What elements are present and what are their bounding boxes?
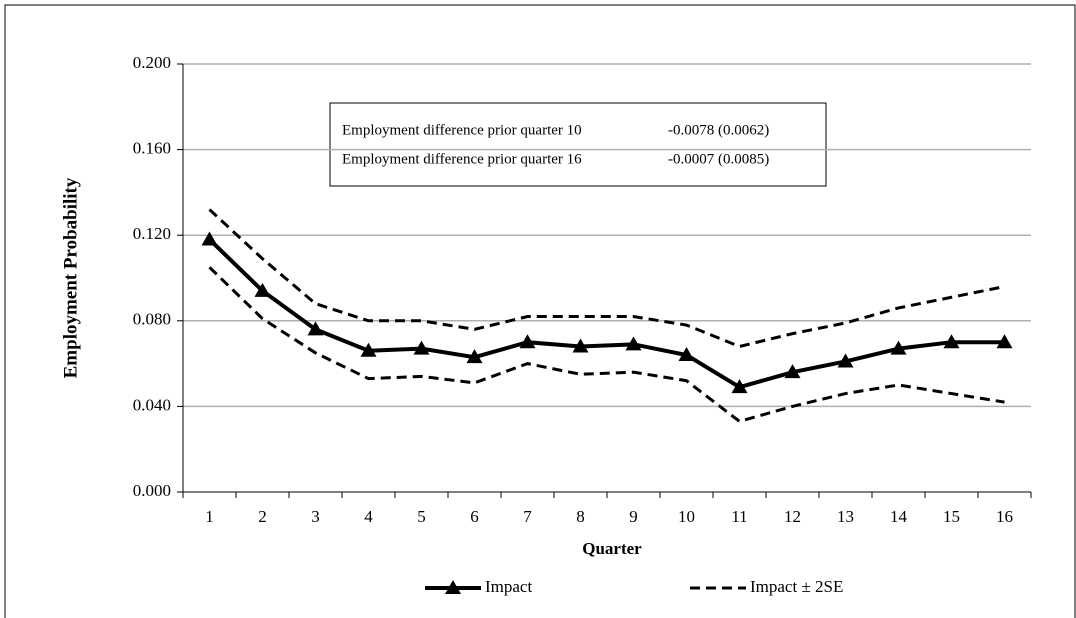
marker: [254, 282, 271, 297]
y-tick-label: 0.160: [133, 139, 171, 158]
marker: [996, 334, 1013, 349]
marker: [890, 340, 907, 355]
annotation-value: -0.0078 (0.0062): [668, 122, 769, 138]
x-tick-label: 15: [943, 507, 960, 526]
x-tick-label: 6: [470, 507, 479, 526]
marker: [413, 340, 430, 355]
line: [208, 238, 1005, 390]
legend-marker: [445, 580, 461, 594]
marker: [625, 336, 642, 351]
x-tick-label: 3: [311, 507, 320, 526]
y-tick-label: 0.120: [133, 224, 171, 243]
frame: [4, 4, 1076, 618]
marker: [678, 347, 695, 362]
marker: [784, 364, 801, 379]
marker: [572, 338, 589, 353]
y-tick-label: 0.040: [133, 395, 171, 414]
annotation-text: Employment difference prior quarter 16: [342, 151, 582, 167]
marker: [466, 349, 483, 364]
annotation-text: Employment difference prior quarter 10: [342, 122, 582, 138]
x-tick-label: 14: [890, 507, 908, 526]
x-tick-label: 9: [629, 507, 638, 526]
marker: [943, 334, 960, 349]
x-tick-label: 5: [417, 507, 426, 526]
x-tick-label: 1: [205, 507, 214, 526]
y-axis-title: Employment Probability: [60, 177, 81, 378]
annotation-box: [329, 102, 827, 187]
y-tick-label: 0.200: [133, 53, 171, 72]
x-axis-title: Quarter: [582, 539, 642, 558]
marker: [360, 342, 377, 357]
x-tick-label: 7: [523, 507, 532, 526]
y-tick-label: 0.080: [133, 310, 171, 329]
x-tick-label: 2: [258, 507, 267, 526]
marker: [731, 379, 748, 394]
legend-label: Impact ± 2SE: [750, 577, 843, 596]
line: [208, 208, 1005, 349]
line: [208, 266, 1005, 424]
x-tick-label: 16: [996, 507, 1013, 526]
legend-label: Impact: [485, 577, 532, 596]
x-tick-label: 11: [731, 507, 747, 526]
x-tick-label: 8: [576, 507, 585, 526]
x-tick-label: 4: [364, 507, 373, 526]
annotation-value: -0.0007 (0.0085): [668, 151, 769, 167]
x-tick-label: 13: [837, 507, 854, 526]
x-tick-label: 12: [784, 507, 801, 526]
x-tick-label: 10: [678, 507, 695, 526]
marker: [307, 321, 324, 336]
marker: [201, 231, 218, 246]
marker: [837, 353, 854, 368]
y-tick-label: 0.000: [133, 481, 171, 500]
marker: [519, 334, 536, 349]
